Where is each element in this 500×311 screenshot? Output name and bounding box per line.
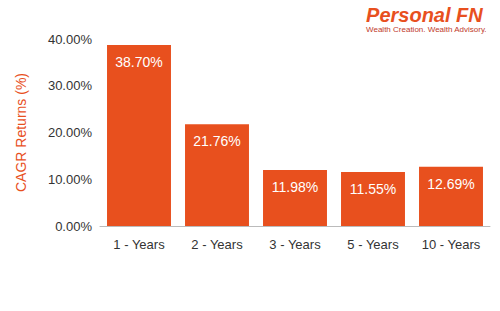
- svg-text:CAGR Returns (%): CAGR Returns (%): [13, 73, 29, 192]
- svg-text:2 - Years: 2 - Years: [191, 237, 243, 252]
- svg-text:Personal FN: Personal FN: [366, 4, 483, 26]
- svg-text:38.70%: 38.70%: [115, 54, 162, 70]
- svg-text:0.00%: 0.00%: [55, 219, 92, 234]
- svg-text:Wealth Creation. Wealth Adviso: Wealth Creation. Wealth Advisory.: [366, 25, 487, 34]
- svg-text:10 - Years: 10 - Years: [422, 237, 481, 252]
- svg-text:10.00%: 10.00%: [48, 172, 93, 187]
- svg-text:40.00%: 40.00%: [48, 32, 93, 47]
- svg-text:21.76%: 21.76%: [193, 133, 240, 149]
- svg-text:30.00%: 30.00%: [48, 78, 93, 93]
- svg-text:12.69%: 12.69%: [427, 176, 474, 192]
- svg-text:3 - Years: 3 - Years: [269, 237, 321, 252]
- svg-text:11.55%: 11.55%: [350, 181, 396, 197]
- svg-text:11.98%: 11.98%: [272, 179, 318, 195]
- svg-text:1 - Years: 1 - Years: [113, 237, 165, 252]
- svg-text:5 - Years: 5 - Years: [347, 237, 399, 252]
- svg-text:20.00%: 20.00%: [48, 125, 93, 140]
